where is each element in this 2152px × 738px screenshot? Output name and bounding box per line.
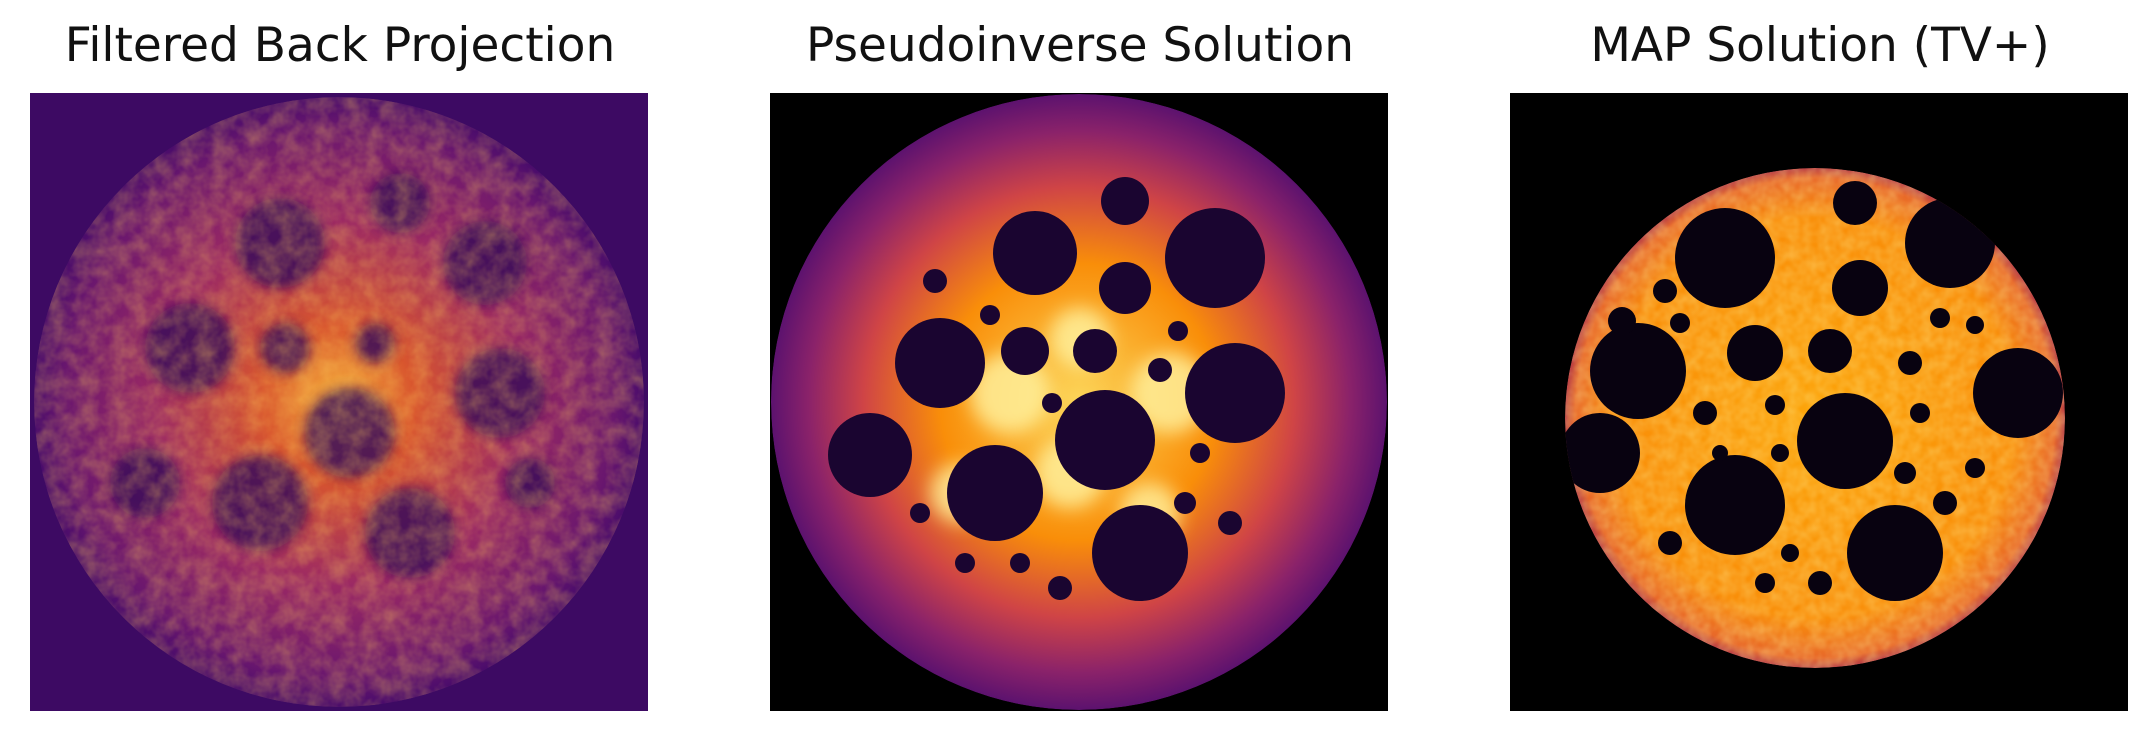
reconstruction-image-fbp <box>30 93 648 711</box>
panel-title: MAP Solution (TV+) <box>1590 18 2050 73</box>
panel-title: Pseudoinverse Solution <box>805 18 1354 73</box>
panel-title: Filtered Back Projection <box>64 18 616 73</box>
panel-filtered-back-projection: Filtered Back Projection <box>20 0 660 738</box>
reconstruction-image-pseudoinverse <box>770 93 1388 711</box>
fbp-image <box>30 93 648 711</box>
pseudoinverse-image <box>770 93 1388 711</box>
map-image <box>1510 93 2128 711</box>
panel-pseudoinverse-solution: Pseudoinverse Solution <box>760 0 1400 738</box>
panel-map-solution: MAP Solution (TV+) <box>1500 0 2140 738</box>
reconstruction-image-map <box>1510 93 2128 711</box>
